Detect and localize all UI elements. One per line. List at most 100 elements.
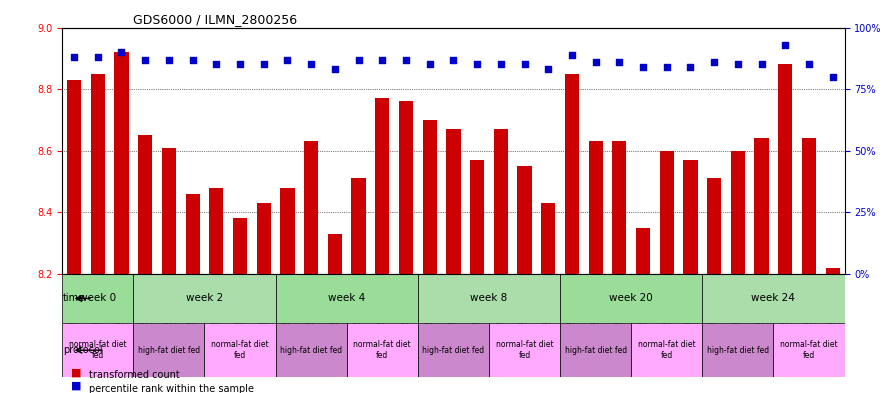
Text: high-fat diet fed: high-fat diet fed [422, 346, 485, 355]
FancyBboxPatch shape [702, 274, 845, 323]
Text: normal-fat diet
fed: normal-fat diet fed [638, 340, 695, 360]
Bar [67, 80, 81, 274]
Text: normal-fat diet
fed: normal-fat diet fed [69, 340, 126, 360]
Point [755, 61, 769, 68]
Point [91, 54, 105, 60]
FancyBboxPatch shape [204, 323, 276, 377]
Point [589, 59, 603, 65]
Point [470, 61, 485, 68]
Point [660, 64, 674, 70]
Bar [257, 203, 271, 274]
Point [422, 61, 436, 68]
Text: normal-fat diet
fed: normal-fat diet fed [354, 340, 411, 360]
Point [731, 61, 745, 68]
Bar [707, 178, 721, 274]
Bar [375, 98, 389, 274]
FancyBboxPatch shape [702, 323, 773, 377]
Text: protocol: protocol [63, 345, 102, 355]
Bar [399, 101, 413, 274]
Bar [589, 141, 603, 274]
Point [684, 64, 698, 70]
Bar [138, 135, 152, 274]
Point [517, 61, 532, 68]
Bar [209, 187, 223, 274]
Text: week 2: week 2 [186, 294, 223, 303]
FancyBboxPatch shape [276, 323, 347, 377]
Point [162, 56, 176, 62]
Point [186, 56, 200, 62]
Point [375, 56, 389, 62]
Point [493, 61, 508, 68]
Bar [778, 64, 792, 274]
Text: normal-fat diet
fed: normal-fat diet fed [781, 340, 837, 360]
Bar [660, 151, 674, 274]
FancyBboxPatch shape [62, 274, 133, 323]
FancyBboxPatch shape [560, 274, 702, 323]
Point [351, 56, 365, 62]
Bar [565, 74, 579, 274]
Point [67, 54, 81, 60]
FancyBboxPatch shape [347, 323, 418, 377]
Bar [280, 187, 294, 274]
Point [541, 66, 556, 73]
Bar [541, 203, 556, 274]
Point [613, 59, 627, 65]
Bar [517, 166, 532, 274]
Point [802, 61, 816, 68]
Bar [304, 141, 318, 274]
Point [636, 64, 650, 70]
FancyBboxPatch shape [133, 274, 276, 323]
Bar [470, 160, 485, 274]
Text: week 24: week 24 [751, 294, 796, 303]
Text: time: time [63, 294, 84, 303]
Text: normal-fat diet
fed: normal-fat diet fed [496, 340, 553, 360]
Bar [351, 178, 365, 274]
Point [826, 73, 840, 80]
Bar [446, 129, 461, 274]
Point [257, 61, 271, 68]
FancyBboxPatch shape [62, 323, 133, 377]
Text: high-fat diet fed: high-fat diet fed [138, 346, 200, 355]
FancyBboxPatch shape [631, 323, 702, 377]
Bar [802, 138, 816, 274]
Point [399, 56, 413, 62]
Text: transformed count: transformed count [89, 370, 180, 380]
Bar [186, 194, 200, 274]
Text: week 4: week 4 [328, 294, 365, 303]
FancyBboxPatch shape [276, 274, 418, 323]
Bar [115, 52, 129, 274]
Bar [613, 141, 627, 274]
Point [138, 56, 152, 62]
FancyBboxPatch shape [489, 323, 560, 377]
Point [209, 61, 223, 68]
Bar [755, 138, 769, 274]
Point [446, 56, 461, 62]
Bar [91, 74, 105, 274]
Point [565, 51, 579, 58]
Text: week 20: week 20 [609, 294, 653, 303]
Text: week 8: week 8 [470, 294, 508, 303]
FancyBboxPatch shape [133, 323, 204, 377]
Text: high-fat diet fed: high-fat diet fed [565, 346, 627, 355]
Point [304, 61, 318, 68]
FancyBboxPatch shape [418, 274, 560, 323]
Bar [328, 234, 342, 274]
Text: week 0: week 0 [79, 294, 116, 303]
Text: ■: ■ [71, 381, 82, 391]
Bar [826, 268, 840, 274]
Text: percentile rank within the sample: percentile rank within the sample [89, 384, 254, 393]
Text: GDS6000 / ILMN_2800256: GDS6000 / ILMN_2800256 [132, 13, 297, 26]
Point [233, 61, 247, 68]
FancyBboxPatch shape [560, 323, 631, 377]
FancyBboxPatch shape [773, 323, 845, 377]
Bar [422, 120, 436, 274]
Bar [162, 148, 176, 274]
Text: ■: ■ [71, 367, 82, 377]
Bar [233, 219, 247, 274]
Bar [684, 160, 698, 274]
Point [115, 49, 129, 55]
Bar [636, 228, 650, 274]
Point [280, 56, 294, 62]
Text: high-fat diet fed: high-fat diet fed [280, 346, 342, 355]
Bar [731, 151, 745, 274]
